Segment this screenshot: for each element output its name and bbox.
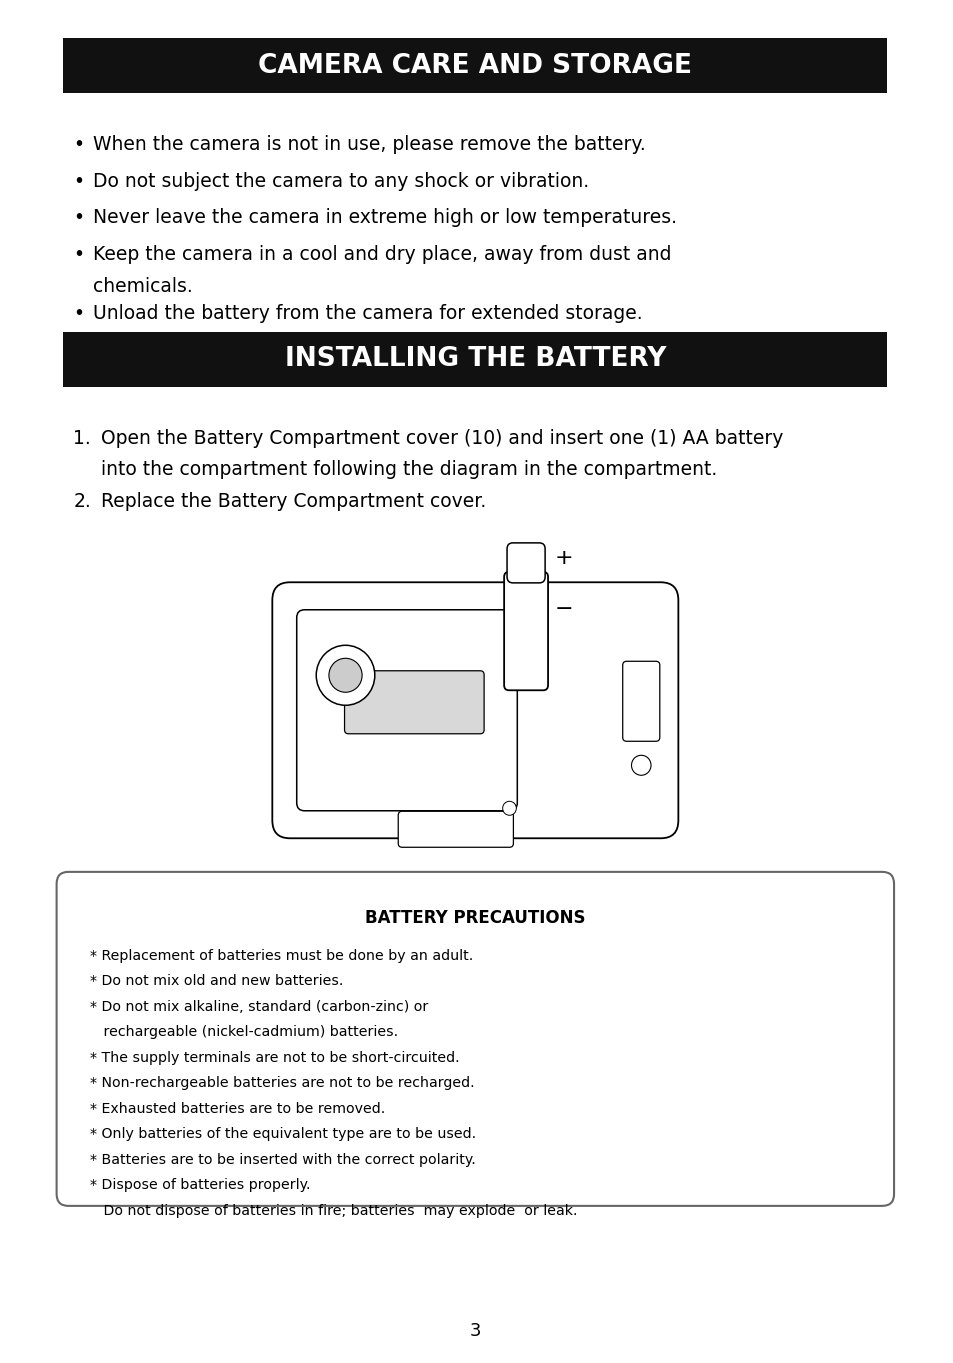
Text: Do not subject the camera to any shock or vibration.: Do not subject the camera to any shock o…	[92, 172, 588, 191]
FancyBboxPatch shape	[272, 582, 678, 838]
Text: Keep the camera in a cool and dry place, away from dust and: Keep the camera in a cool and dry place,…	[92, 244, 671, 263]
FancyBboxPatch shape	[296, 609, 517, 811]
Text: Replace the Battery Compartment cover.: Replace the Battery Compartment cover.	[100, 492, 485, 511]
Text: * Only batteries of the equivalent type are to be used.: * Only batteries of the equivalent type …	[90, 1127, 476, 1141]
FancyBboxPatch shape	[503, 572, 547, 690]
FancyBboxPatch shape	[64, 38, 886, 93]
Text: * Replacement of batteries must be done by an adult.: * Replacement of batteries must be done …	[90, 949, 473, 962]
Text: INSTALLING THE BATTERY: INSTALLING THE BATTERY	[284, 346, 665, 372]
Text: 3: 3	[469, 1322, 480, 1340]
Text: When the camera is not in use, please remove the battery.: When the camera is not in use, please re…	[92, 135, 645, 154]
FancyBboxPatch shape	[344, 671, 483, 733]
Text: •: •	[73, 244, 84, 263]
Circle shape	[502, 801, 516, 815]
Text: •: •	[73, 135, 84, 154]
Circle shape	[315, 645, 375, 705]
Text: +: +	[555, 548, 573, 568]
Text: Unload the battery from the camera for extended storage.: Unload the battery from the camera for e…	[92, 304, 641, 323]
Text: * Non-rechargeable batteries are not to be recharged.: * Non-rechargeable batteries are not to …	[90, 1077, 474, 1090]
Text: rechargeable (nickel-cadmium) batteries.: rechargeable (nickel-cadmium) batteries.	[90, 1025, 397, 1040]
Text: chemicals.: chemicals.	[92, 277, 193, 296]
Text: CAMERA CARE AND STORAGE: CAMERA CARE AND STORAGE	[258, 53, 692, 79]
Text: * Do not mix alkaline, standard (carbon-zinc) or: * Do not mix alkaline, standard (carbon-…	[90, 1000, 428, 1014]
Circle shape	[631, 755, 650, 776]
Text: * Dispose of batteries properly.: * Dispose of batteries properly.	[90, 1179, 310, 1193]
Text: −: −	[555, 600, 573, 619]
Circle shape	[329, 658, 362, 692]
Text: * The supply terminals are not to be short-circuited.: * The supply terminals are not to be sho…	[90, 1051, 459, 1065]
FancyBboxPatch shape	[507, 542, 544, 583]
Text: •: •	[73, 304, 84, 323]
Text: •: •	[73, 172, 84, 191]
Text: * Batteries are to be inserted with the correct polarity.: * Batteries are to be inserted with the …	[90, 1153, 475, 1167]
Text: * Do not mix old and new batteries.: * Do not mix old and new batteries.	[90, 975, 343, 988]
Text: Never leave the camera in extreme high or low temperatures.: Never leave the camera in extreme high o…	[92, 209, 676, 228]
Text: BATTERY PRECAUTIONS: BATTERY PRECAUTIONS	[365, 909, 585, 927]
FancyBboxPatch shape	[64, 331, 886, 387]
Text: 2.: 2.	[73, 492, 91, 511]
Text: 1.: 1.	[73, 428, 91, 447]
Text: Do not dispose of batteries in fire; batteries  may explode  or leak.: Do not dispose of batteries in fire; bat…	[90, 1204, 577, 1219]
Text: into the compartment following the diagram in the compartment.: into the compartment following the diagr…	[100, 459, 716, 478]
FancyBboxPatch shape	[397, 811, 513, 848]
FancyBboxPatch shape	[56, 872, 893, 1206]
Text: Open the Battery Compartment cover (10) and insert one (1) AA battery: Open the Battery Compartment cover (10) …	[100, 428, 782, 447]
Text: * Exhausted batteries are to be removed.: * Exhausted batteries are to be removed.	[90, 1101, 385, 1116]
Text: •: •	[73, 209, 84, 228]
FancyBboxPatch shape	[622, 661, 659, 741]
